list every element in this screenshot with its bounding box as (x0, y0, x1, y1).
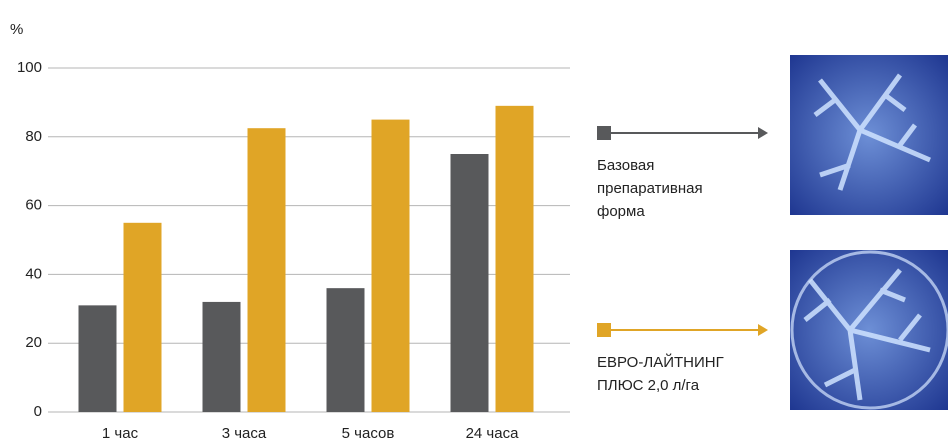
bar (247, 128, 286, 412)
bar (123, 222, 162, 412)
bar (495, 105, 534, 412)
legend-arrow (758, 127, 768, 139)
bar (450, 154, 489, 412)
bar (326, 288, 365, 412)
y-tick-label: 40 (25, 265, 42, 282)
legend-swatch (597, 323, 611, 337)
x-tick-label: 5 часов (342, 425, 395, 442)
x-tick-label: 1 час (102, 425, 139, 442)
legend-label: ЕВРО-ЛАЙТНИНГ ПЛЮС 2,0 л/га (597, 354, 724, 394)
y-tick-label: 0 (34, 403, 42, 420)
x-tick-label: 24 часа (466, 425, 520, 442)
bar (202, 301, 241, 412)
bar (78, 305, 117, 412)
y-tick-label: 80 (25, 128, 42, 145)
legend-swatch (597, 126, 611, 140)
y-tick-label: 100 (17, 59, 42, 76)
micrograph (790, 55, 948, 215)
micrograph (790, 250, 948, 410)
bar (371, 119, 410, 412)
legend-arrow (758, 324, 768, 336)
y-axis-label: % (10, 21, 23, 38)
y-tick-label: 60 (25, 197, 42, 214)
legend-label: Базовая препаративная форма (597, 157, 703, 220)
x-tick-label: 3 часа (222, 425, 267, 442)
y-tick-label: 20 (25, 334, 42, 351)
